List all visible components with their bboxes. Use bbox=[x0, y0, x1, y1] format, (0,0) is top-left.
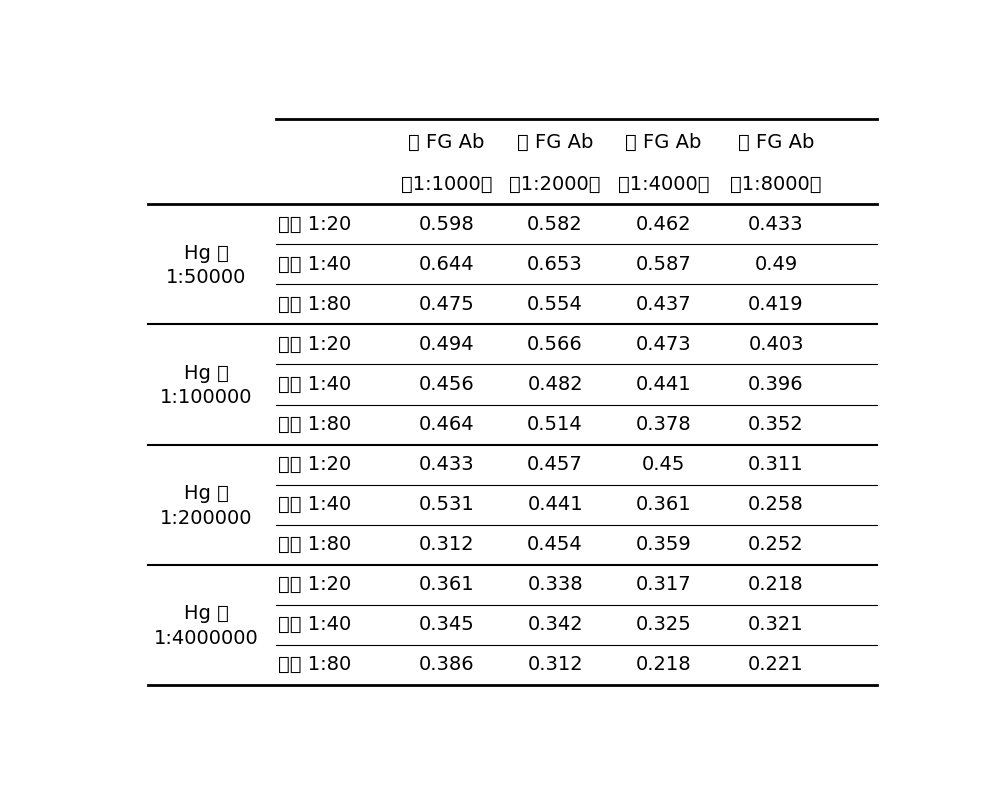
Text: 0.587: 0.587 bbox=[636, 255, 692, 274]
Text: 0.312: 0.312 bbox=[527, 656, 583, 675]
Text: 0.437: 0.437 bbox=[636, 295, 691, 314]
Text: 0.49: 0.49 bbox=[754, 255, 798, 274]
Text: 0.325: 0.325 bbox=[636, 615, 692, 634]
Text: 0.221: 0.221 bbox=[748, 656, 804, 675]
Text: 0.456: 0.456 bbox=[419, 375, 475, 394]
Text: 血浆 1:40: 血浆 1:40 bbox=[278, 615, 352, 634]
Text: 0.494: 0.494 bbox=[419, 335, 474, 354]
Text: 0.454: 0.454 bbox=[527, 535, 583, 555]
Text: 0.361: 0.361 bbox=[419, 575, 474, 594]
Text: Hg 抗: Hg 抗 bbox=[184, 604, 229, 623]
Text: 抗 FG Ab: 抗 FG Ab bbox=[517, 133, 593, 152]
Text: 0.345: 0.345 bbox=[419, 615, 475, 634]
Text: 0.45: 0.45 bbox=[642, 455, 685, 474]
Text: Hg 抗: Hg 抗 bbox=[184, 364, 229, 383]
Text: 0.475: 0.475 bbox=[419, 295, 475, 314]
Text: 0.433: 0.433 bbox=[419, 455, 474, 474]
Text: 0.321: 0.321 bbox=[748, 615, 804, 634]
Text: 0.338: 0.338 bbox=[527, 575, 583, 594]
Text: 0.258: 0.258 bbox=[748, 495, 804, 514]
Text: （1:4000）: （1:4000） bbox=[618, 175, 709, 194]
Text: 0.396: 0.396 bbox=[748, 375, 804, 394]
Text: 0.462: 0.462 bbox=[636, 215, 691, 234]
Text: 0.403: 0.403 bbox=[748, 335, 804, 354]
Text: 血浆 1:40: 血浆 1:40 bbox=[278, 495, 352, 514]
Text: 抗 FG Ab: 抗 FG Ab bbox=[408, 133, 485, 152]
Text: 0.218: 0.218 bbox=[748, 575, 804, 594]
Text: 血浆 1:20: 血浆 1:20 bbox=[278, 215, 352, 234]
Text: 1:4000000: 1:4000000 bbox=[154, 629, 259, 648]
Text: 血浆 1:80: 血浆 1:80 bbox=[278, 415, 352, 434]
Text: 0.598: 0.598 bbox=[419, 215, 475, 234]
Text: （1:1000）: （1:1000） bbox=[401, 175, 492, 194]
Text: 0.482: 0.482 bbox=[527, 375, 583, 394]
Text: 血浆 1:80: 血浆 1:80 bbox=[278, 656, 352, 675]
Text: 0.514: 0.514 bbox=[527, 415, 583, 434]
Text: 0.554: 0.554 bbox=[527, 295, 583, 314]
Text: 0.473: 0.473 bbox=[636, 335, 691, 354]
Text: 0.441: 0.441 bbox=[527, 495, 583, 514]
Text: 0.566: 0.566 bbox=[527, 335, 583, 354]
Text: 0.252: 0.252 bbox=[748, 535, 804, 555]
Text: 0.644: 0.644 bbox=[419, 255, 474, 274]
Text: 0.582: 0.582 bbox=[527, 215, 583, 234]
Text: 0.312: 0.312 bbox=[419, 535, 474, 555]
Text: （1:2000）: （1:2000） bbox=[509, 175, 601, 194]
Text: 0.464: 0.464 bbox=[419, 415, 474, 434]
Text: 1:50000: 1:50000 bbox=[166, 269, 247, 288]
Text: 0.531: 0.531 bbox=[419, 495, 475, 514]
Text: 0.342: 0.342 bbox=[527, 615, 583, 634]
Text: 血浆 1:20: 血浆 1:20 bbox=[278, 455, 352, 474]
Text: 抗 FG Ab: 抗 FG Ab bbox=[738, 133, 814, 152]
Text: 血浆 1:40: 血浆 1:40 bbox=[278, 375, 352, 394]
Text: 0.433: 0.433 bbox=[748, 215, 804, 234]
Text: 1:200000: 1:200000 bbox=[160, 509, 253, 528]
Text: 0.359: 0.359 bbox=[636, 535, 692, 555]
Text: 0.317: 0.317 bbox=[636, 575, 691, 594]
Text: 0.386: 0.386 bbox=[419, 656, 474, 675]
Text: 0.457: 0.457 bbox=[527, 455, 583, 474]
Text: 血浆 1:20: 血浆 1:20 bbox=[278, 575, 352, 594]
Text: 血浆 1:80: 血浆 1:80 bbox=[278, 535, 352, 555]
Text: Hg 抗: Hg 抗 bbox=[184, 484, 229, 503]
Text: 0.653: 0.653 bbox=[527, 255, 583, 274]
Text: 0.311: 0.311 bbox=[748, 455, 804, 474]
Text: （1:8000）: （1:8000） bbox=[730, 175, 822, 194]
Text: 血浆 1:20: 血浆 1:20 bbox=[278, 335, 352, 354]
Text: 抗 FG Ab: 抗 FG Ab bbox=[625, 133, 702, 152]
Text: 0.218: 0.218 bbox=[636, 656, 691, 675]
Text: 0.361: 0.361 bbox=[636, 495, 691, 514]
Text: Hg 抗: Hg 抗 bbox=[184, 244, 229, 263]
Text: 0.352: 0.352 bbox=[748, 415, 804, 434]
Text: 血浆 1:80: 血浆 1:80 bbox=[278, 295, 352, 314]
Text: 0.419: 0.419 bbox=[748, 295, 804, 314]
Text: 1:100000: 1:100000 bbox=[160, 389, 253, 408]
Text: 血浆 1:40: 血浆 1:40 bbox=[278, 255, 352, 274]
Text: 0.378: 0.378 bbox=[636, 415, 691, 434]
Text: 0.441: 0.441 bbox=[636, 375, 691, 394]
